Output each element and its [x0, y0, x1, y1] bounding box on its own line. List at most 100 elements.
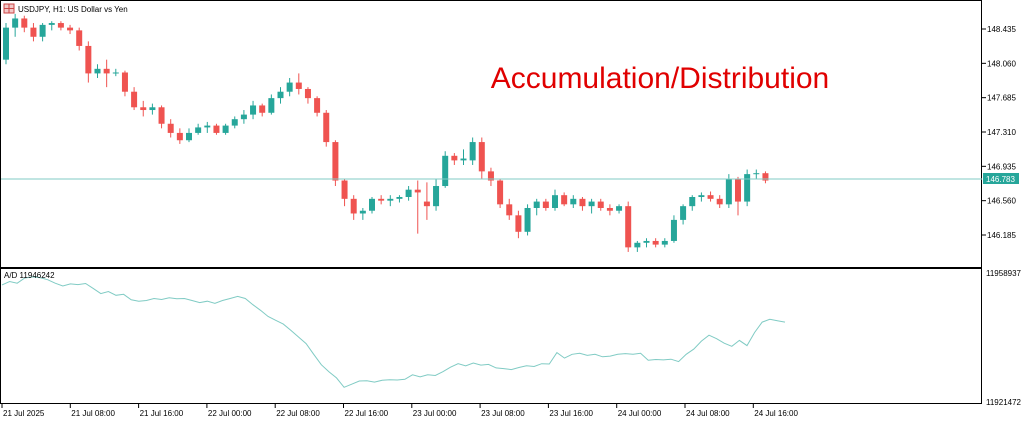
candle-body	[304, 88, 311, 99]
indicator-panel-frame	[0, 268, 982, 404]
candle	[195, 123, 202, 135]
candle	[3, 23, 9, 65]
grid-icon[interactable]	[3, 3, 15, 14]
candle-body	[39, 24, 46, 37]
time-tick-label: 23 Jul 16:00	[549, 409, 593, 418]
candle	[579, 197, 586, 211]
candle	[707, 191, 714, 202]
candle-body	[277, 91, 284, 99]
ad-series-line	[1, 276, 786, 388]
candle-body	[552, 195, 558, 208]
candle-body	[167, 123, 174, 133]
candle-body	[131, 91, 138, 108]
candle-body	[405, 189, 412, 198]
candle-body	[588, 201, 595, 207]
candle	[231, 116, 238, 129]
price-tick-label: 148.435	[987, 25, 1016, 34]
candle-body	[542, 201, 549, 208]
candle-body	[661, 240, 668, 245]
candle-body	[231, 119, 238, 126]
candle-body	[12, 18, 19, 28]
candle	[515, 210, 522, 239]
candle-body	[762, 173, 769, 181]
candle-body	[350, 198, 357, 214]
candle-body	[112, 72, 119, 74]
candle-body	[94, 68, 101, 74]
candle-body	[213, 125, 220, 133]
candle-body	[259, 105, 266, 113]
candle-body	[332, 142, 339, 181]
candle-body	[21, 18, 28, 28]
candle	[661, 238, 668, 248]
candle-body	[204, 125, 211, 128]
candle	[67, 24, 74, 35]
candle	[304, 87, 311, 104]
candle-body	[487, 171, 494, 181]
candle	[48, 21, 55, 31]
price-tick-label: 147.685	[987, 94, 1016, 103]
price-panel-frame	[0, 0, 982, 268]
candle	[222, 123, 229, 135]
candle	[606, 204, 613, 216]
candle-body	[515, 215, 522, 232]
time-tick-label: 24 Jul 08:00	[686, 409, 730, 418]
candle-body	[744, 174, 751, 202]
candle-body	[533, 201, 540, 208]
candle	[76, 27, 83, 51]
time-tick-label: 21 Jul 2025	[3, 409, 45, 418]
candle	[625, 201, 632, 252]
candle	[359, 207, 366, 220]
candle-body	[85, 45, 92, 74]
candle-body	[67, 27, 74, 31]
time-tick-label: 23 Jul 08:00	[481, 409, 525, 418]
candle-body	[460, 158, 467, 161]
overlay-title: Accumulation/Distribution	[491, 62, 829, 95]
candle	[277, 87, 284, 104]
candle-body	[423, 201, 430, 207]
candle-body	[268, 98, 275, 113]
indicator-ymin-label: 11921472	[986, 398, 1022, 407]
candle-body	[652, 240, 659, 245]
candle	[762, 171, 769, 184]
current-price-label: 146.783	[986, 175, 1015, 184]
candle	[735, 176, 741, 216]
candle	[387, 195, 394, 207]
candle	[332, 140, 339, 187]
candle	[561, 192, 568, 207]
candle	[314, 96, 321, 117]
candle	[460, 149, 467, 165]
candle	[552, 189, 558, 211]
candle-body	[478, 142, 485, 172]
indicator-label: A/D 11946242	[4, 271, 55, 280]
candle-body	[323, 112, 330, 143]
candle	[30, 23, 37, 42]
candle-body	[176, 132, 183, 141]
candle-body	[286, 82, 293, 92]
candle-body	[341, 180, 348, 199]
time-tick-label: 22 Jul 00:00	[208, 409, 252, 418]
candle	[39, 23, 46, 42]
candle	[103, 59, 110, 88]
candle	[94, 64, 101, 78]
candle	[524, 204, 531, 236]
candle-body	[670, 219, 677, 241]
time-tick-label: 22 Jul 08:00	[276, 409, 320, 418]
candle	[57, 21, 64, 31]
candle	[112, 68, 119, 77]
candle	[497, 178, 504, 208]
candle-body	[378, 198, 385, 201]
candle-body	[442, 155, 449, 187]
candle-body	[625, 206, 632, 248]
candle	[469, 137, 476, 165]
candle-body	[158, 107, 165, 124]
candle-body	[579, 198, 586, 207]
candle-body	[561, 195, 568, 205]
candle	[478, 137, 485, 179]
candle-body	[725, 178, 732, 205]
candle-body	[597, 201, 604, 208]
axis-ticks: 148.435 148.060 147.685 147.310 146.935 146.5…	[1, 25, 1016, 418]
candle	[597, 198, 604, 211]
candle-body	[707, 195, 714, 199]
candle	[643, 238, 650, 248]
